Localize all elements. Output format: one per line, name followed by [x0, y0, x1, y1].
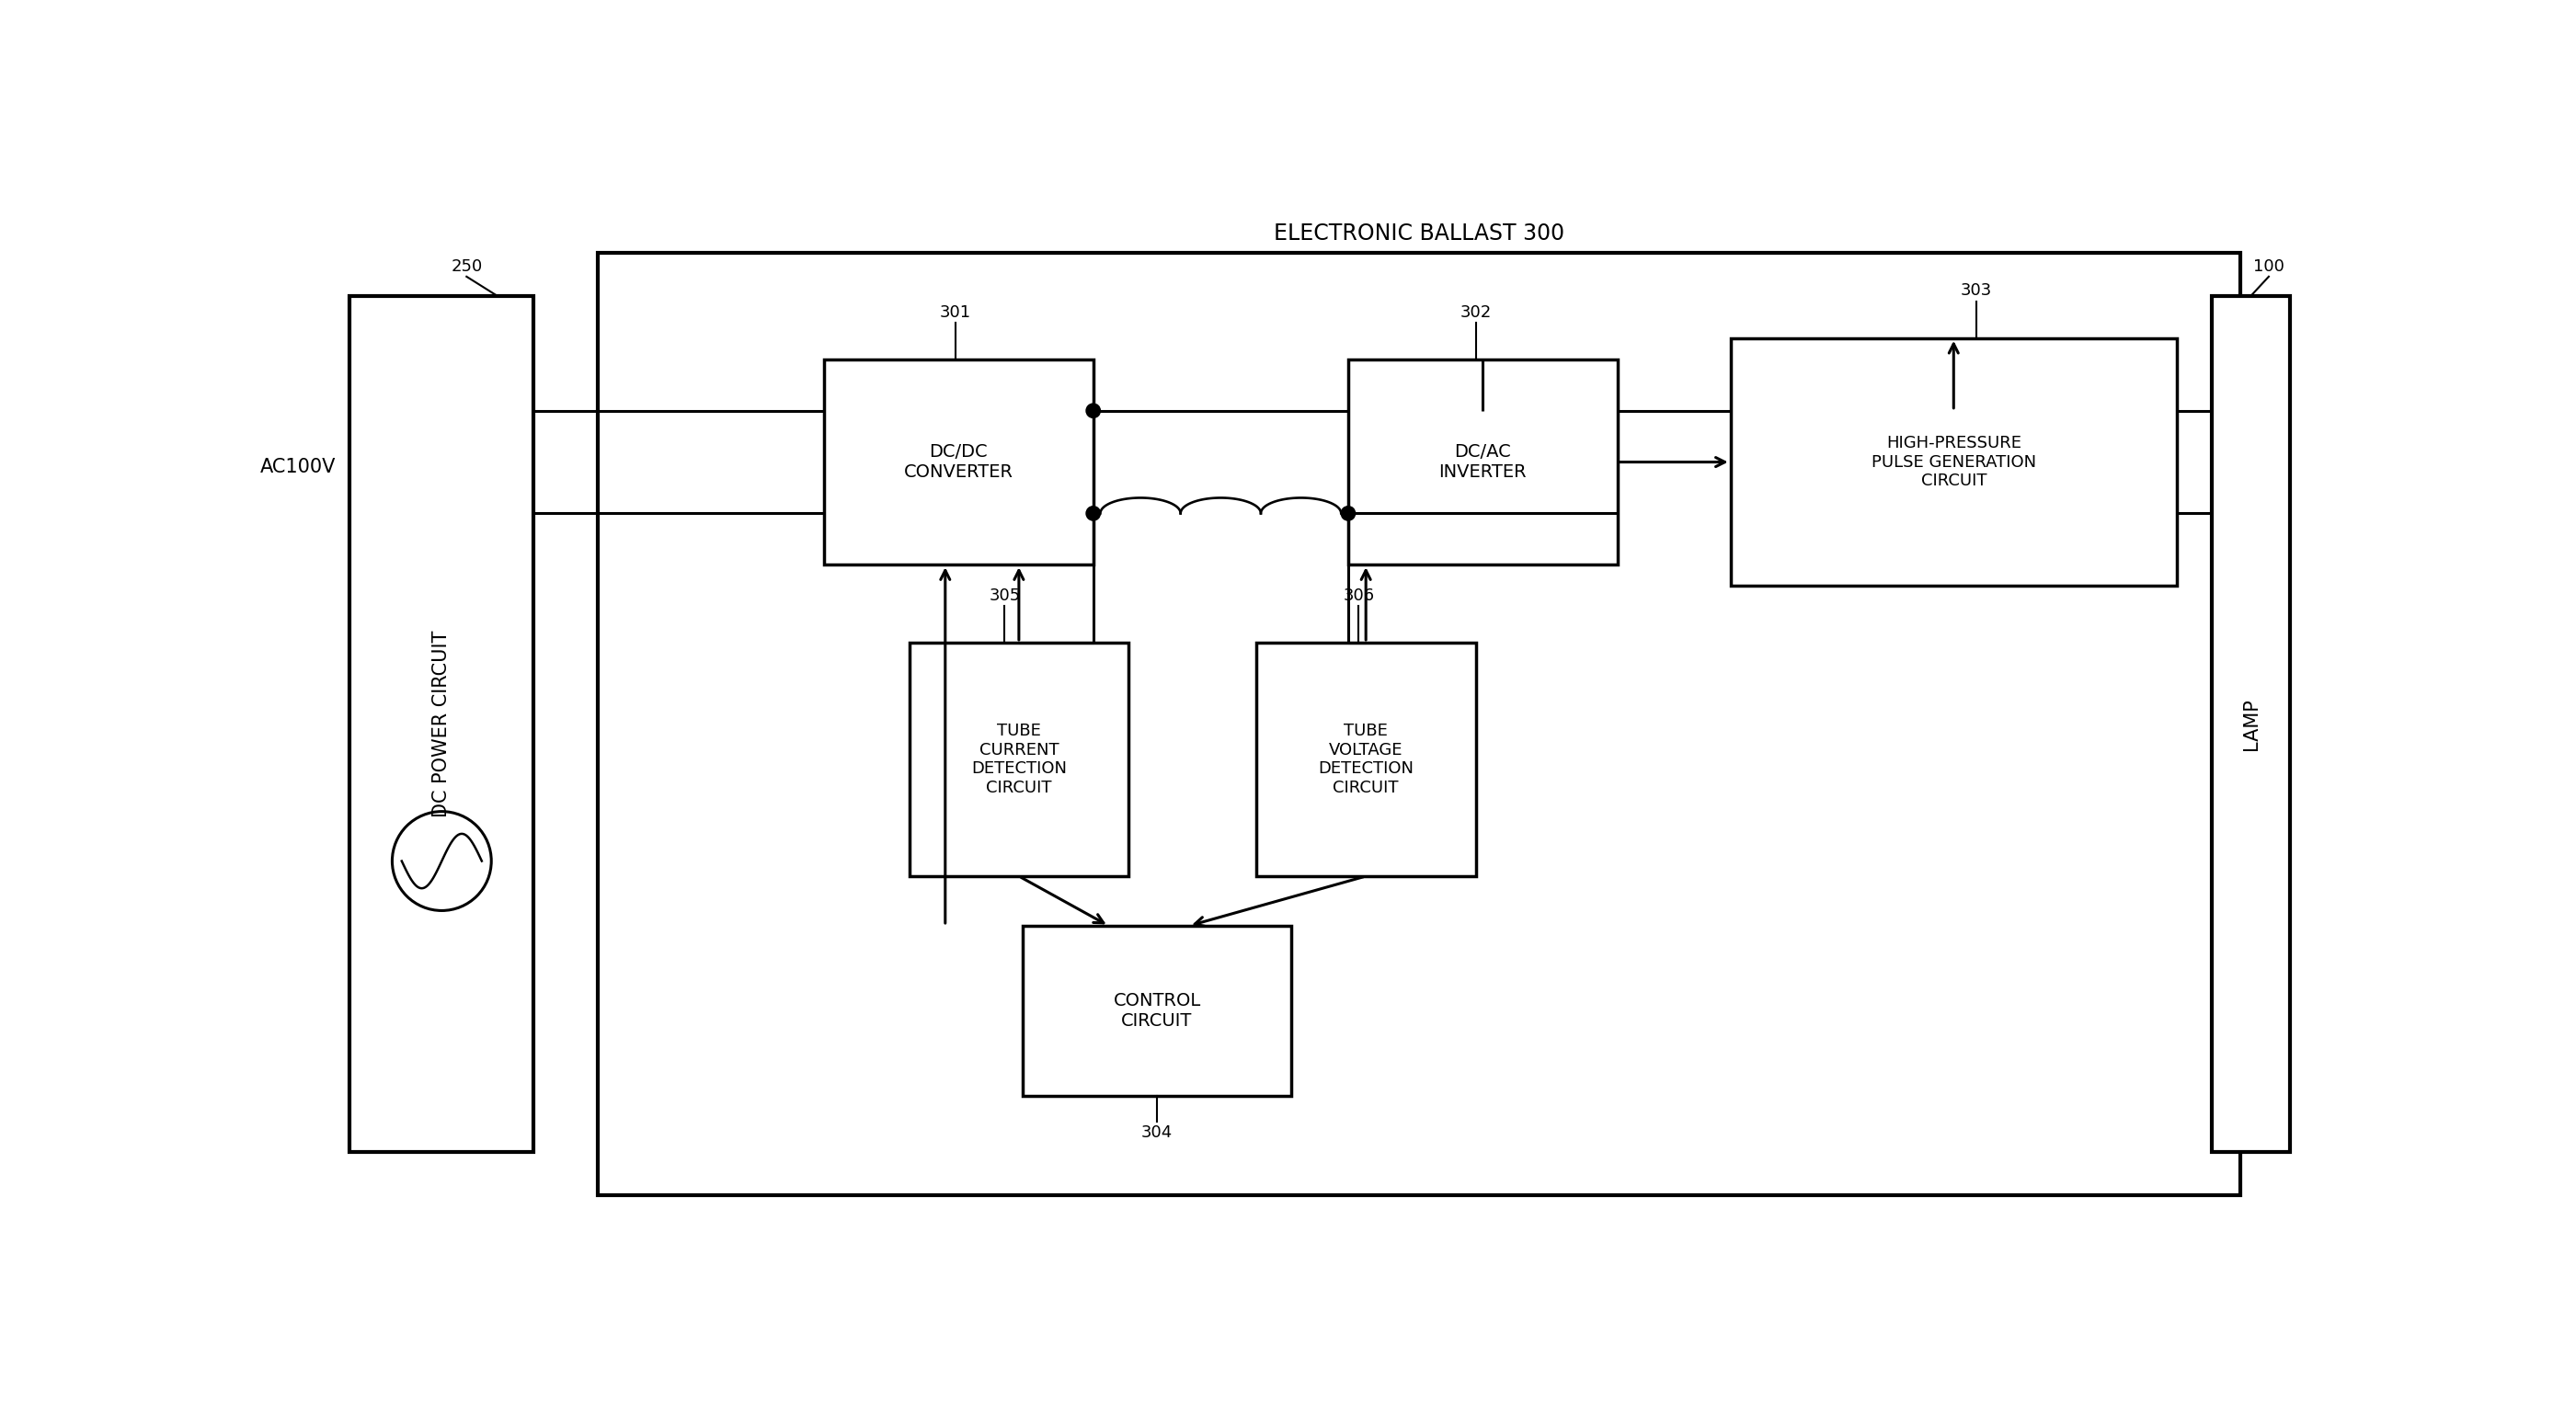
Bar — [1347, 359, 1618, 564]
Text: 301: 301 — [940, 304, 971, 321]
Text: LAMP: LAMP — [2241, 699, 2259, 749]
Circle shape — [1342, 506, 1355, 520]
Text: DC/AC
INVERTER: DC/AC INVERTER — [1440, 443, 1528, 481]
Text: ELECTRONIC BALLAST 300: ELECTRONIC BALLAST 300 — [1273, 222, 1564, 245]
Bar — [909, 642, 1128, 877]
Text: TUBE
CURRENT
DETECTION
CIRCUIT: TUBE CURRENT DETECTION CIRCUIT — [971, 723, 1066, 796]
Text: 303: 303 — [1960, 283, 1991, 300]
Text: DC/DC
CONVERTER: DC/DC CONVERTER — [904, 443, 1012, 481]
Text: DC POWER CIRCUIT: DC POWER CIRCUIT — [433, 631, 451, 817]
Text: AC100V: AC100V — [260, 458, 335, 477]
Text: 304: 304 — [1141, 1124, 1172, 1141]
Bar — [824, 359, 1092, 564]
Text: 302: 302 — [1461, 304, 1492, 321]
Text: 100: 100 — [2254, 257, 2285, 274]
Text: TUBE
VOLTAGE
DETECTION
CIRCUIT: TUBE VOLTAGE DETECTION CIRCUIT — [1319, 723, 1414, 796]
Bar — [598, 253, 2241, 1195]
Circle shape — [1087, 506, 1100, 520]
Circle shape — [1087, 403, 1100, 417]
Text: HIGH-PRESSURE
PULSE GENERATION
CIRCUIT: HIGH-PRESSURE PULSE GENERATION CIRCUIT — [1870, 434, 2035, 489]
Bar — [350, 296, 533, 1152]
Text: 305: 305 — [989, 587, 1020, 604]
Bar — [1731, 338, 2177, 585]
Bar — [2213, 296, 2290, 1152]
Text: 306: 306 — [1342, 587, 1376, 604]
Bar — [1257, 642, 1476, 877]
Bar — [1023, 926, 1291, 1096]
Text: 250: 250 — [451, 257, 482, 274]
Text: CONTROL
CIRCUIT: CONTROL CIRCUIT — [1113, 991, 1200, 1029]
